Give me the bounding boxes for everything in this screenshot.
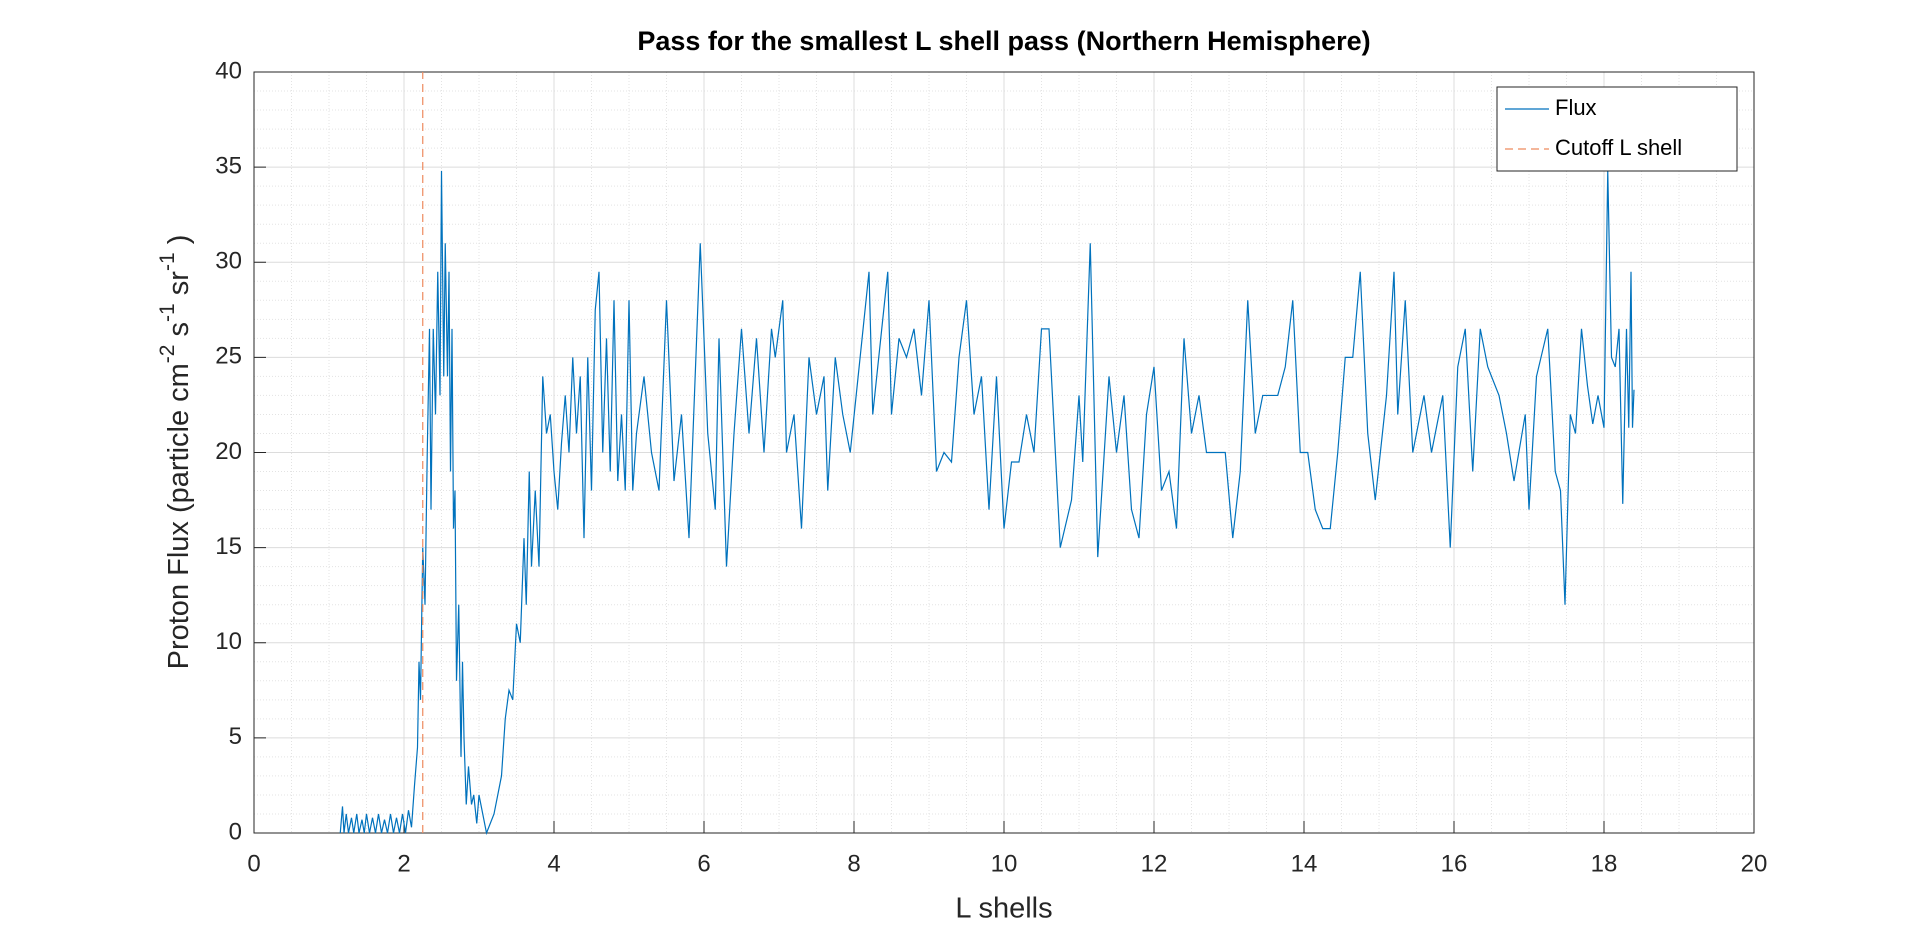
x-tick-label: 10 — [991, 850, 1018, 877]
y-axis-label-part: Proton Flux (particle cm — [163, 363, 195, 669]
x-tick-label: 20 — [1741, 850, 1768, 877]
y-axis-label-part: -1 — [156, 252, 179, 271]
y-axis-label-part: -1 — [156, 303, 179, 322]
y-tick-label: 35 — [215, 152, 242, 179]
legend-label: Cutoff L shell — [1555, 135, 1682, 160]
x-tick-label: 14 — [1291, 850, 1318, 877]
y-tick-label: 5 — [229, 723, 242, 750]
x-axis-label: L shells — [955, 893, 1052, 925]
y-tick-label: 30 — [215, 248, 242, 275]
series-line — [339, 170, 1635, 836]
y-tick-label: 10 — [215, 628, 242, 655]
y-axis-label-part: -2 — [156, 344, 179, 363]
x-tick-label: 0 — [247, 850, 260, 877]
x-tick-label: 18 — [1591, 850, 1618, 877]
axes-box — [253, 71, 1755, 834]
y-tick-label: 20 — [215, 438, 242, 465]
y-tick-label: 40 — [215, 57, 242, 84]
x-tick-label: 16 — [1441, 850, 1468, 877]
legend-label: Flux — [1555, 95, 1597, 120]
x-tick-label: 8 — [847, 850, 860, 877]
y-axis-label: Proton Flux (particle cm-2 s-1 sr-1 ) — [156, 235, 195, 670]
chart-title: Pass for the smallest L shell pass (Nort… — [637, 26, 1370, 56]
y-axis-label-part: ) — [163, 235, 195, 253]
y-axis-label-part: sr — [163, 271, 195, 304]
y-tick-label: 25 — [215, 343, 242, 370]
y-tick-label: 0 — [229, 818, 242, 845]
y-axis-label-part: s — [163, 322, 195, 345]
x-tick-label: 2 — [397, 850, 410, 877]
legend-box — [1496, 86, 1738, 172]
x-tick-label: 6 — [697, 850, 710, 877]
x-tick-label: 12 — [1141, 850, 1168, 877]
y-tick-label: 15 — [215, 533, 242, 560]
x-tick-label: 4 — [547, 850, 560, 877]
